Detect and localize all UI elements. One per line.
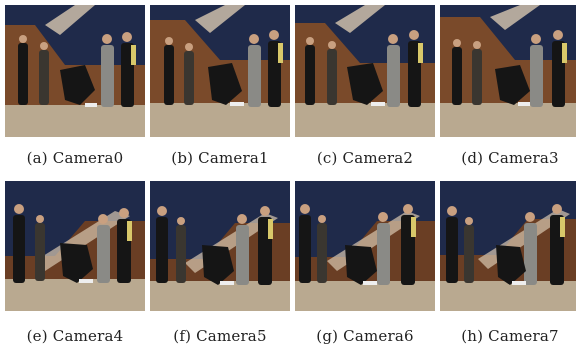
panel-caption: (d) Camera3 bbox=[461, 149, 559, 167]
camera3-image bbox=[440, 5, 576, 137]
panel-caption: (c) Camera2 bbox=[316, 149, 414, 167]
camera4-image bbox=[5, 181, 145, 311]
camera0-image bbox=[5, 5, 145, 137]
panel-caption: (a) Camera0 bbox=[26, 149, 124, 167]
camera1-image bbox=[150, 5, 290, 137]
camera6-image bbox=[295, 181, 435, 311]
camera7-image bbox=[440, 181, 576, 311]
camera5-image bbox=[150, 181, 290, 311]
panel-caption: (e) Camera4 bbox=[26, 327, 124, 345]
panel-caption: (h) Camera7 bbox=[461, 327, 559, 345]
camera2-image bbox=[295, 5, 435, 137]
panel-caption: (f) Camera5 bbox=[173, 327, 267, 345]
panel-caption: (g) Camera6 bbox=[316, 327, 414, 345]
panel-caption: (b) Camera1 bbox=[171, 149, 269, 167]
